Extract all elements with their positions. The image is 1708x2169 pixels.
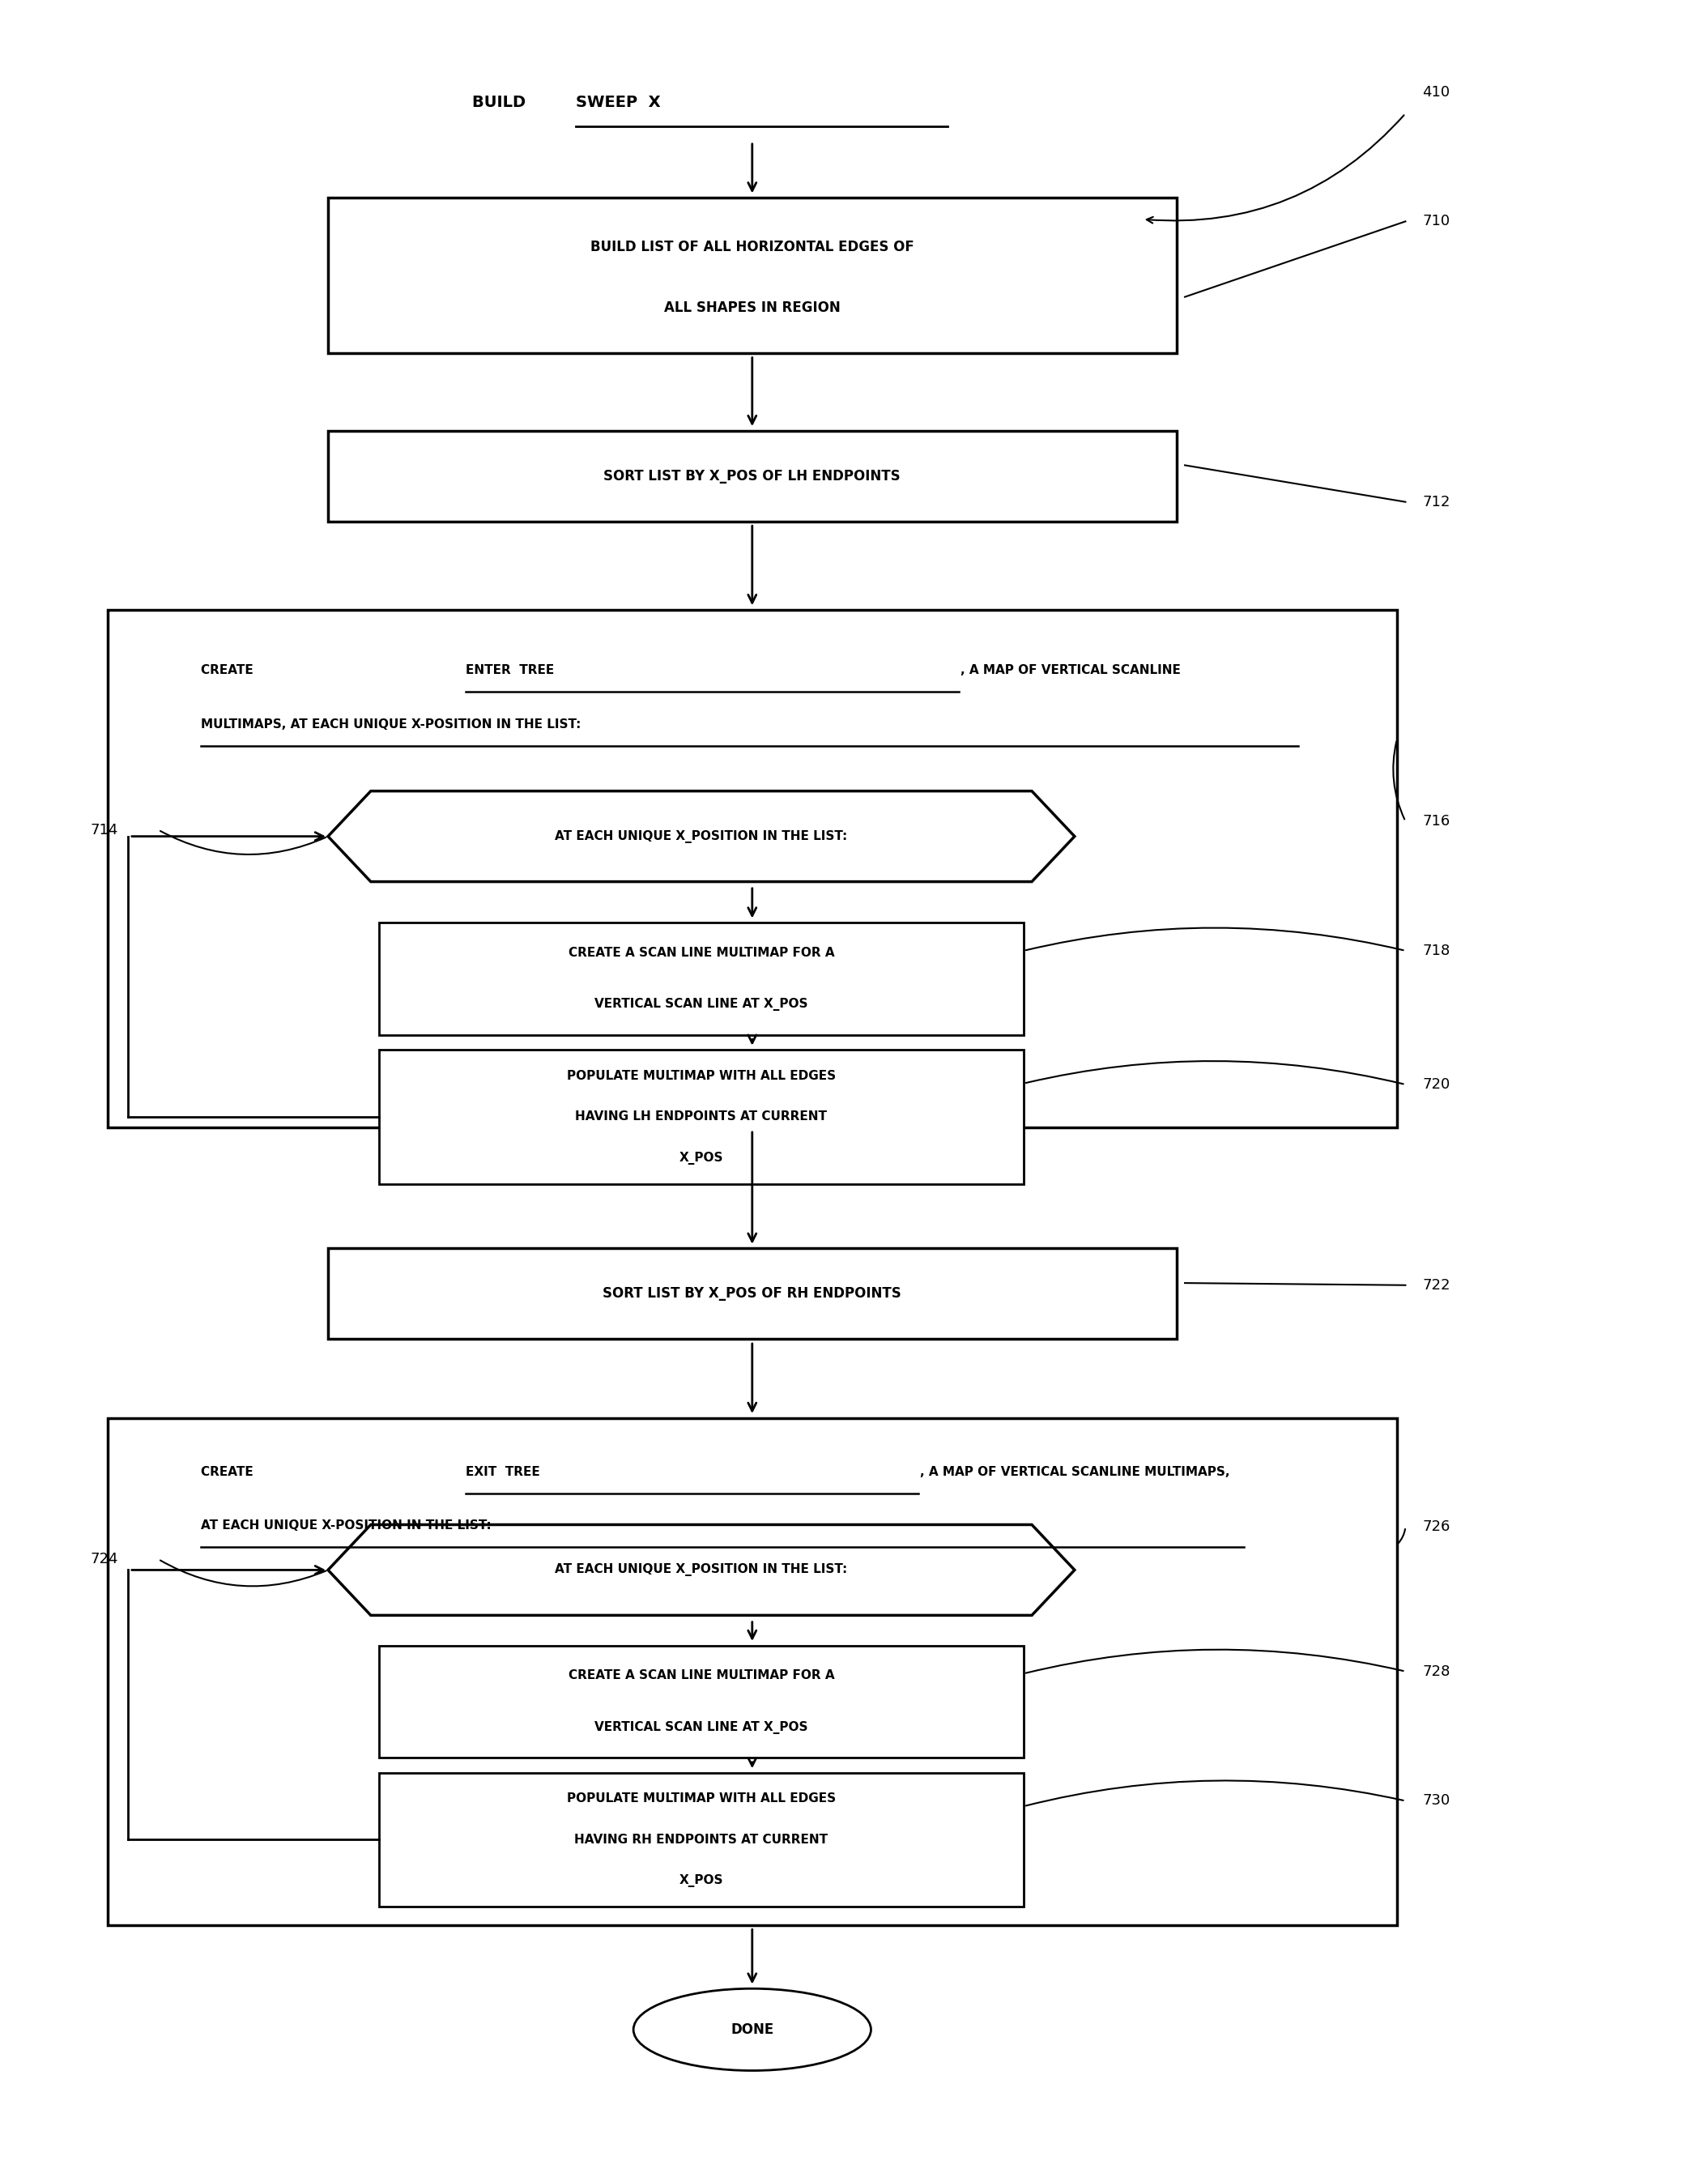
FancyBboxPatch shape bbox=[379, 1772, 1023, 1907]
Text: 720: 720 bbox=[1423, 1078, 1450, 1091]
Text: HAVING LH ENDPOINTS AT CURRENT: HAVING LH ENDPOINTS AT CURRENT bbox=[576, 1111, 827, 1124]
Text: 716: 716 bbox=[1423, 813, 1450, 829]
Text: AT EACH UNIQUE X_POSITION IN THE LIST:: AT EACH UNIQUE X_POSITION IN THE LIST: bbox=[555, 1564, 847, 1577]
FancyBboxPatch shape bbox=[328, 197, 1177, 354]
Text: POPULATE MULTIMAP WITH ALL EDGES: POPULATE MULTIMAP WITH ALL EDGES bbox=[567, 1792, 835, 1805]
Text: , A MAP OF VERTICAL SCANLINE MULTIMAPS,: , A MAP OF VERTICAL SCANLINE MULTIMAPS, bbox=[921, 1466, 1230, 1477]
Text: DONE: DONE bbox=[731, 2022, 774, 2037]
Text: X_POS: X_POS bbox=[680, 1152, 724, 1165]
Text: 410: 410 bbox=[1423, 85, 1450, 100]
Text: 722: 722 bbox=[1423, 1278, 1450, 1293]
Text: ENTER  TREE: ENTER TREE bbox=[466, 664, 553, 677]
Text: 730: 730 bbox=[1423, 1794, 1450, 1809]
Text: SORT LIST BY X_POS OF LH ENDPOINTS: SORT LIST BY X_POS OF LH ENDPOINTS bbox=[603, 469, 900, 484]
Text: ALL SHAPES IN REGION: ALL SHAPES IN REGION bbox=[664, 301, 840, 315]
Text: CREATE A SCAN LINE MULTIMAP FOR A: CREATE A SCAN LINE MULTIMAP FOR A bbox=[569, 948, 835, 959]
Text: AT EACH UNIQUE X_POSITION IN THE LIST:: AT EACH UNIQUE X_POSITION IN THE LIST: bbox=[555, 831, 847, 844]
Text: 710: 710 bbox=[1423, 215, 1450, 228]
Text: 712: 712 bbox=[1423, 495, 1450, 510]
Text: 714: 714 bbox=[91, 822, 118, 837]
FancyBboxPatch shape bbox=[379, 1050, 1023, 1184]
Text: SWEEP  X: SWEEP X bbox=[576, 95, 661, 111]
Text: HAVING RH ENDPOINTS AT CURRENT: HAVING RH ENDPOINTS AT CURRENT bbox=[574, 1833, 828, 1846]
Text: 718: 718 bbox=[1423, 944, 1450, 959]
Ellipse shape bbox=[634, 1989, 871, 2071]
Text: VERTICAL SCAN LINE AT X_POS: VERTICAL SCAN LINE AT X_POS bbox=[594, 1720, 808, 1733]
FancyBboxPatch shape bbox=[379, 922, 1023, 1035]
Text: EXIT  TREE: EXIT TREE bbox=[466, 1466, 540, 1477]
Text: CREATE: CREATE bbox=[202, 1466, 258, 1477]
FancyBboxPatch shape bbox=[108, 609, 1397, 1128]
Text: 728: 728 bbox=[1423, 1664, 1450, 1679]
Text: 724: 724 bbox=[91, 1551, 118, 1566]
Text: X_POS: X_POS bbox=[680, 1874, 724, 1887]
Text: AT EACH UNIQUE X-POSITION IN THE LIST:: AT EACH UNIQUE X-POSITION IN THE LIST: bbox=[202, 1520, 492, 1531]
Text: BUILD LIST OF ALL HORIZONTAL EDGES OF: BUILD LIST OF ALL HORIZONTAL EDGES OF bbox=[591, 241, 914, 254]
Polygon shape bbox=[328, 792, 1074, 881]
FancyBboxPatch shape bbox=[328, 1249, 1177, 1338]
Text: POPULATE MULTIMAP WITH ALL EDGES: POPULATE MULTIMAP WITH ALL EDGES bbox=[567, 1069, 835, 1082]
Text: , A MAP OF VERTICAL SCANLINE: , A MAP OF VERTICAL SCANLINE bbox=[962, 664, 1180, 677]
Text: CREATE: CREATE bbox=[202, 664, 258, 677]
Text: VERTICAL SCAN LINE AT X_POS: VERTICAL SCAN LINE AT X_POS bbox=[594, 998, 808, 1011]
Polygon shape bbox=[328, 1525, 1074, 1616]
FancyBboxPatch shape bbox=[379, 1646, 1023, 1757]
FancyBboxPatch shape bbox=[328, 432, 1177, 521]
FancyBboxPatch shape bbox=[108, 1419, 1397, 1924]
Text: SORT LIST BY X_POS OF RH ENDPOINTS: SORT LIST BY X_POS OF RH ENDPOINTS bbox=[603, 1286, 902, 1301]
Text: CREATE A SCAN LINE MULTIMAP FOR A: CREATE A SCAN LINE MULTIMAP FOR A bbox=[569, 1670, 835, 1681]
Text: MULTIMAPS, AT EACH UNIQUE X-POSITION IN THE LIST:: MULTIMAPS, AT EACH UNIQUE X-POSITION IN … bbox=[202, 718, 581, 731]
Text: BUILD: BUILD bbox=[471, 95, 531, 111]
Text: 726: 726 bbox=[1423, 1520, 1450, 1533]
